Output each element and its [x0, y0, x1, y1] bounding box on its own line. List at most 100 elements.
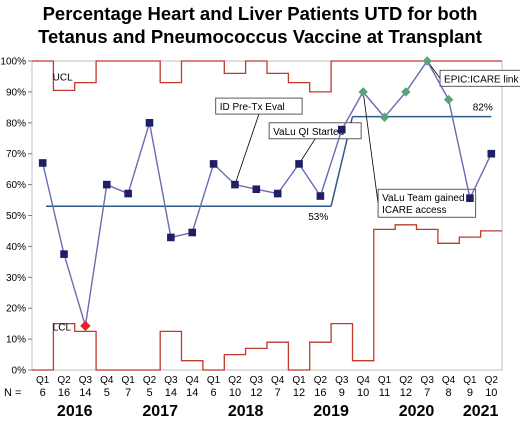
year-label: 2017 [142, 403, 178, 420]
data-point-special [422, 56, 432, 66]
n-value: 7 [125, 387, 131, 399]
n-value: 7 [424, 387, 430, 399]
y-tick-label: 70% [6, 149, 26, 160]
annotation-box [377, 188, 477, 218]
y-tick-label: 20% [6, 304, 26, 315]
x-tick-label: Q1 [463, 375, 477, 386]
n-value: 10 [485, 387, 497, 399]
n-value: 9 [467, 387, 473, 399]
chart-title-line-1: Percentage Heart and Liver Patients UTD … [42, 3, 478, 24]
data-point-special [379, 112, 390, 122]
x-tick-label: Q3 [335, 375, 349, 386]
data-point-low [80, 320, 91, 332]
data-point-special [358, 87, 368, 97]
n-value: 14 [165, 387, 177, 399]
x-tick-label: Q2 [143, 375, 157, 386]
data-point [188, 228, 197, 237]
n-value: 10 [229, 387, 241, 399]
data-point-special [401, 87, 411, 97]
ucl-label: UCL [53, 72, 73, 83]
lcl-label: LCL [53, 323, 72, 334]
x-tick-label: Q4 [186, 375, 200, 386]
n-value: 5 [146, 387, 152, 399]
n-value: 6 [40, 387, 46, 399]
x-tick-label: Q4 [356, 375, 370, 386]
annotation-text: ICARE access [382, 205, 446, 216]
year-label: 2020 [399, 403, 435, 420]
x-tick-label: Q4 [100, 375, 114, 386]
data-point [337, 125, 346, 134]
n-value: 6 [211, 387, 217, 399]
data-point [487, 149, 496, 158]
y-tick-label: 30% [6, 273, 26, 284]
n-value: 10 [357, 387, 369, 399]
data-point [252, 185, 261, 194]
y-tick-label: 100% [0, 57, 26, 68]
data-point-special [443, 94, 454, 105]
center-line-label: 53% [308, 212, 328, 223]
annotation-box [439, 69, 520, 87]
x-tick-label: Q3 [164, 375, 178, 386]
x-tick-label: Q2 [399, 375, 413, 386]
x-tick-label: Q1 [121, 375, 135, 386]
annotation-box [215, 97, 303, 115]
x-tick-label: Q2 [57, 375, 71, 386]
n-value: 14 [79, 387, 91, 399]
n-value: 16 [58, 387, 70, 399]
data-point [273, 189, 282, 198]
lcl-line [32, 224, 502, 371]
n-value: 12 [293, 387, 305, 399]
annotation-connector [234, 113, 260, 185]
x-tick-label: Q1 [292, 375, 306, 386]
chart-title-line-2: Tetanus and Pneumococcus Vaccine at Tran… [38, 26, 482, 47]
annotation-connector [298, 138, 316, 165]
data-point [209, 160, 218, 168]
n-row-label: N = [4, 387, 21, 399]
data-point [316, 192, 325, 200]
data-point [295, 160, 303, 168]
y-tick-label: 90% [6, 87, 26, 98]
year-label: 2018 [228, 403, 264, 420]
x-tick-label: Q1 [378, 375, 392, 386]
annotation-connector [362, 91, 379, 204]
data-point [124, 189, 132, 198]
n-value: 14 [186, 387, 198, 399]
data-point [38, 159, 47, 167]
annotation-text: VaLu QI Started [273, 127, 344, 138]
n-value: 16 [314, 387, 326, 399]
n-value: 12 [400, 387, 412, 399]
year-label: 2019 [313, 403, 349, 420]
n-value: 7 [275, 387, 281, 399]
year-label: 2016 [57, 403, 93, 420]
x-tick-label: Q2 [485, 375, 499, 386]
data-series-line [42, 59, 492, 327]
annotation-text: VaLu Team gained [382, 193, 464, 204]
n-value: 8 [446, 387, 452, 399]
n-value: 9 [339, 387, 345, 399]
x-tick-label: Q2 [228, 375, 242, 386]
x-tick-label: Q4 [442, 375, 456, 386]
data-point [102, 180, 111, 189]
ucl-line [32, 60, 502, 93]
n-value: 11 [379, 387, 390, 399]
y-tick-label: 0% [12, 366, 27, 377]
x-tick-label: Q1 [36, 375, 50, 386]
chart-title: Percentage Heart and Liver Patients UTD … [0, 2, 520, 48]
n-value: 12 [250, 387, 262, 399]
center-line-label: 82% [473, 103, 493, 114]
x-tick-label: Q2 [314, 375, 328, 386]
x-tick-label: Q1 [207, 375, 221, 386]
data-point [231, 180, 239, 189]
x-tick-label: Q3 [79, 375, 93, 386]
y-tick-label: 80% [6, 118, 26, 129]
data-point [145, 119, 154, 127]
y-tick-label: 40% [6, 242, 26, 253]
x-tick-label: Q3 [421, 375, 435, 386]
data-point [60, 250, 68, 258]
data-point [466, 194, 474, 202]
n-value: 5 [104, 387, 110, 399]
y-tick-label: 60% [6, 180, 26, 191]
y-tick-label: 10% [6, 335, 26, 346]
